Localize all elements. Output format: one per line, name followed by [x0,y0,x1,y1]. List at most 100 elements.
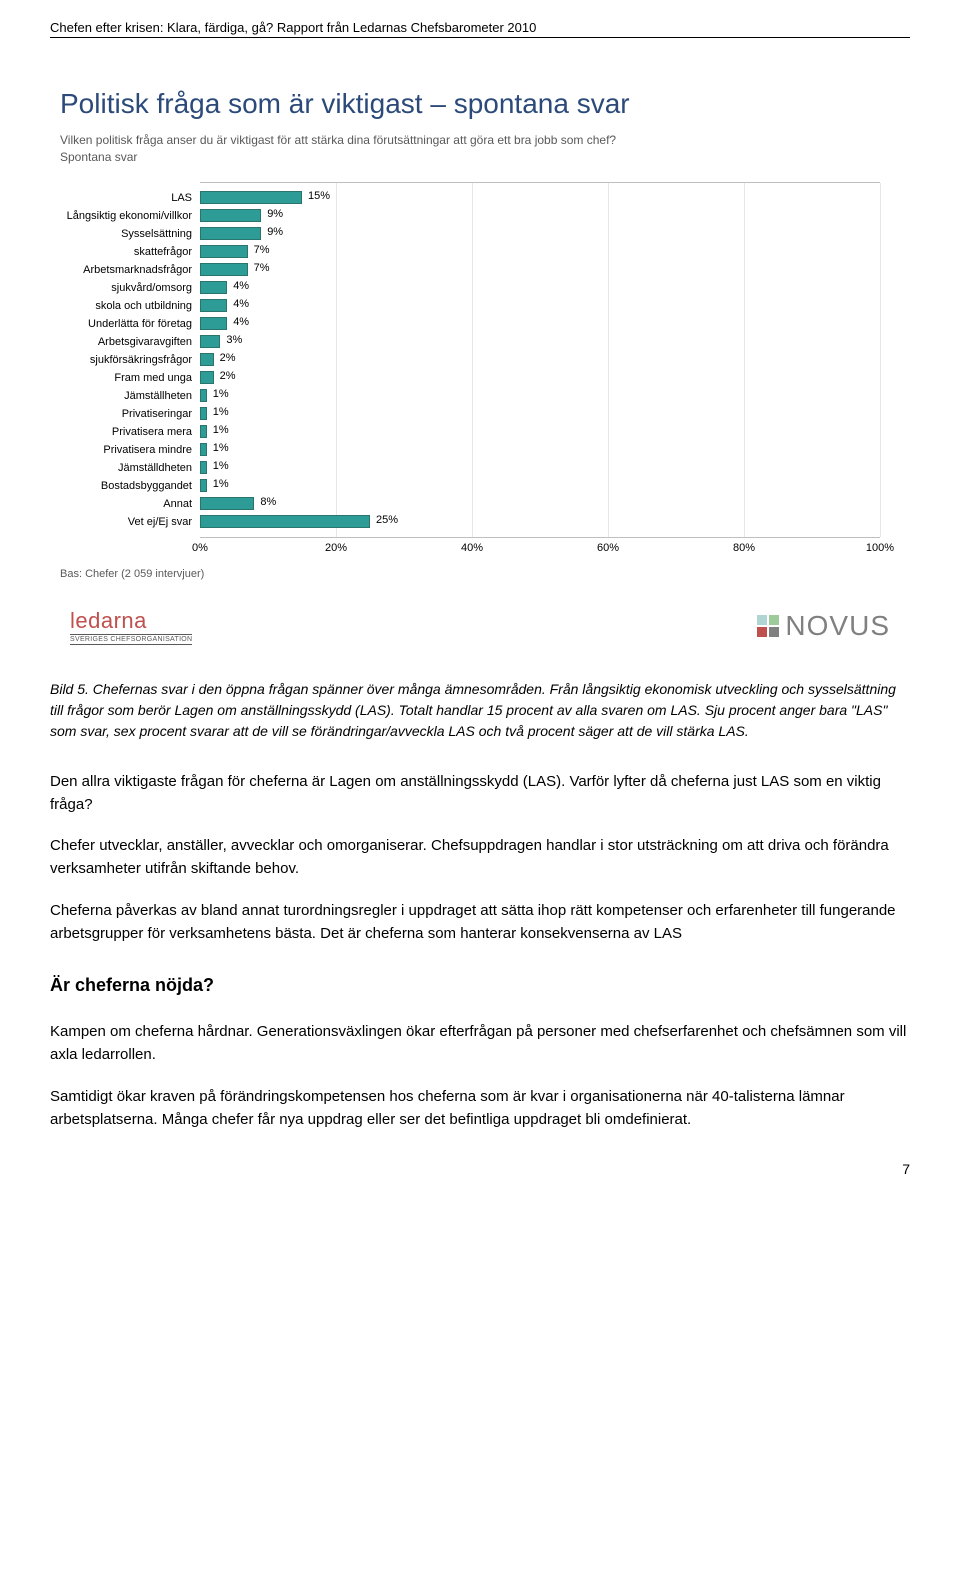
chart-bar [200,389,207,402]
chart-x-tick: 0% [192,542,208,554]
chart-category-label: Arbetsmarknadsfrågor [60,264,196,276]
chart-row: Fram med unga2% [200,369,880,387]
chart-x-axis: 0%20%40%60%80%100% [200,542,880,562]
chart-bar-track: 4% [200,281,880,294]
chart-category-label: Jämställheten [60,390,196,402]
chart-x-tick: 40% [461,542,483,554]
chart-bar-track: 9% [200,227,880,240]
figure-caption: Bild 5. Chefernas svar i den öppna fråga… [50,679,910,742]
chart-value-label: 4% [233,298,249,310]
chart-category-label: Bostadsbyggandet [60,480,196,492]
body-paragraph: Samtidigt ökar kraven på förändringskomp… [50,1085,910,1132]
chart-subtitle-line2: Spontana svar [60,150,137,164]
chart-value-label: 2% [220,370,236,382]
chart-bar [200,335,220,348]
chart-row: skola och utbildning4% [200,297,880,315]
chart-row: Sysselsättning9% [200,225,880,243]
chart-bar [200,227,261,240]
chart-row: sjukförsäkringsfrågor2% [200,351,880,369]
chart-row: Underlätta för företag4% [200,315,880,333]
chart-row: Vet ej/Ej svar25% [200,513,880,531]
chart-bar-track: 1% [200,425,880,438]
chart-category-label: Annat [60,498,196,510]
chart-bar-track: 4% [200,317,880,330]
page-number: 7 [50,1161,910,1177]
chart-x-tick: 20% [325,542,347,554]
chart-bar [200,515,370,528]
chart-bar-track: 7% [200,263,880,276]
chart-value-label: 1% [213,478,229,490]
chart-category-label: sjukförsäkringsfrågor [60,354,196,366]
chart-category-label: Arbetsgivaravgiften [60,336,196,348]
novus-logo: NOVUS [757,610,890,642]
chart-category-label: Privatisera mera [60,426,196,438]
chart-x-tick: 60% [597,542,619,554]
chart-bar-track: 3% [200,335,880,348]
chart-bar-track: 1% [200,479,880,492]
chart-bar [200,245,248,258]
chart-gridline [880,183,881,537]
chart-value-label: 7% [254,262,270,274]
chart-bar [200,407,207,420]
chart-bar [200,497,254,510]
chart-value-label: 9% [267,226,283,238]
ledarna-logo-subtext: SVERIGES CHEFSORGANISATION [70,634,192,645]
chart-section: Politisk fråga som är viktigast – sponta… [50,68,910,649]
chart-subtitle-line1: Vilken politisk fråga anser du är viktig… [60,133,616,147]
ledarna-logo-text: ledarna [70,608,192,634]
chart-category-label: Privatiseringar [60,408,196,420]
chart-value-label: 15% [308,190,330,202]
section-heading: Är cheferna nöjda? [50,975,910,996]
chart-row: Arbetsmarknadsfrågor7% [200,261,880,279]
chart-bar-track: 1% [200,389,880,402]
chart-category-label: Privatisera mindre [60,444,196,456]
chart-row: Annat8% [200,495,880,513]
chart-bar-track: 9% [200,209,880,222]
chart-bar [200,263,248,276]
chart-value-label: 1% [213,442,229,454]
chart-category-label: sjukvård/omsorg [60,282,196,294]
chart-value-label: 1% [213,460,229,472]
chart-x-tick: 80% [733,542,755,554]
chart-bar-track: 8% [200,497,880,510]
chart-value-label: 3% [226,334,242,346]
chart-row: Jämställheten1% [200,387,880,405]
chart-bar [200,281,227,294]
chart-bar [200,425,207,438]
chart-value-label: 4% [233,316,249,328]
novus-square [769,627,779,637]
body-paragraph: Kampen om cheferna hårdnar. Generationsv… [50,1020,910,1067]
body-paragraph: Den allra viktigaste frågan för cheferna… [50,770,910,817]
chart-category-label: Fram med unga [60,372,196,384]
novus-square [769,615,779,625]
chart-value-label: 1% [213,424,229,436]
chart-row: Privatisera mera1% [200,423,880,441]
chart-bar-track: 1% [200,461,880,474]
chart-bar [200,443,207,456]
chart-base-text: Bas: Chefer (2 059 intervjuer) [60,568,900,580]
chart-row: Bostadsbyggandet1% [200,477,880,495]
chart-category-label: Jämställdheten [60,462,196,474]
novus-logo-icon [757,615,779,637]
novus-square [757,615,767,625]
chart-value-label: 7% [254,244,270,256]
chart-category-label: Vet ej/Ej svar [60,516,196,528]
chart-x-tick: 100% [866,542,894,554]
chart-value-label: 1% [213,406,229,418]
chart-bar-track: 2% [200,371,880,384]
chart-bar-track: 1% [200,443,880,456]
chart-row: Långsiktig ekonomi/villkor9% [200,207,880,225]
chart-bar-track: 2% [200,353,880,366]
chart-bar [200,461,207,474]
chart-plot-area: LAS15%Långsiktig ekonomi/villkor9%Syssel… [200,182,880,538]
novus-square [757,627,767,637]
chart-category-label: Sysselsättning [60,228,196,240]
chart-row: sjukvård/omsorg4% [200,279,880,297]
chart-value-label: 1% [213,388,229,400]
chart-category-label: LAS [60,192,196,204]
chart-row: skattefrågor7% [200,243,880,261]
chart-bar-track: 4% [200,299,880,312]
chart-bar [200,191,302,204]
chart-value-label: 8% [260,496,276,508]
chart-value-label: 9% [267,208,283,220]
